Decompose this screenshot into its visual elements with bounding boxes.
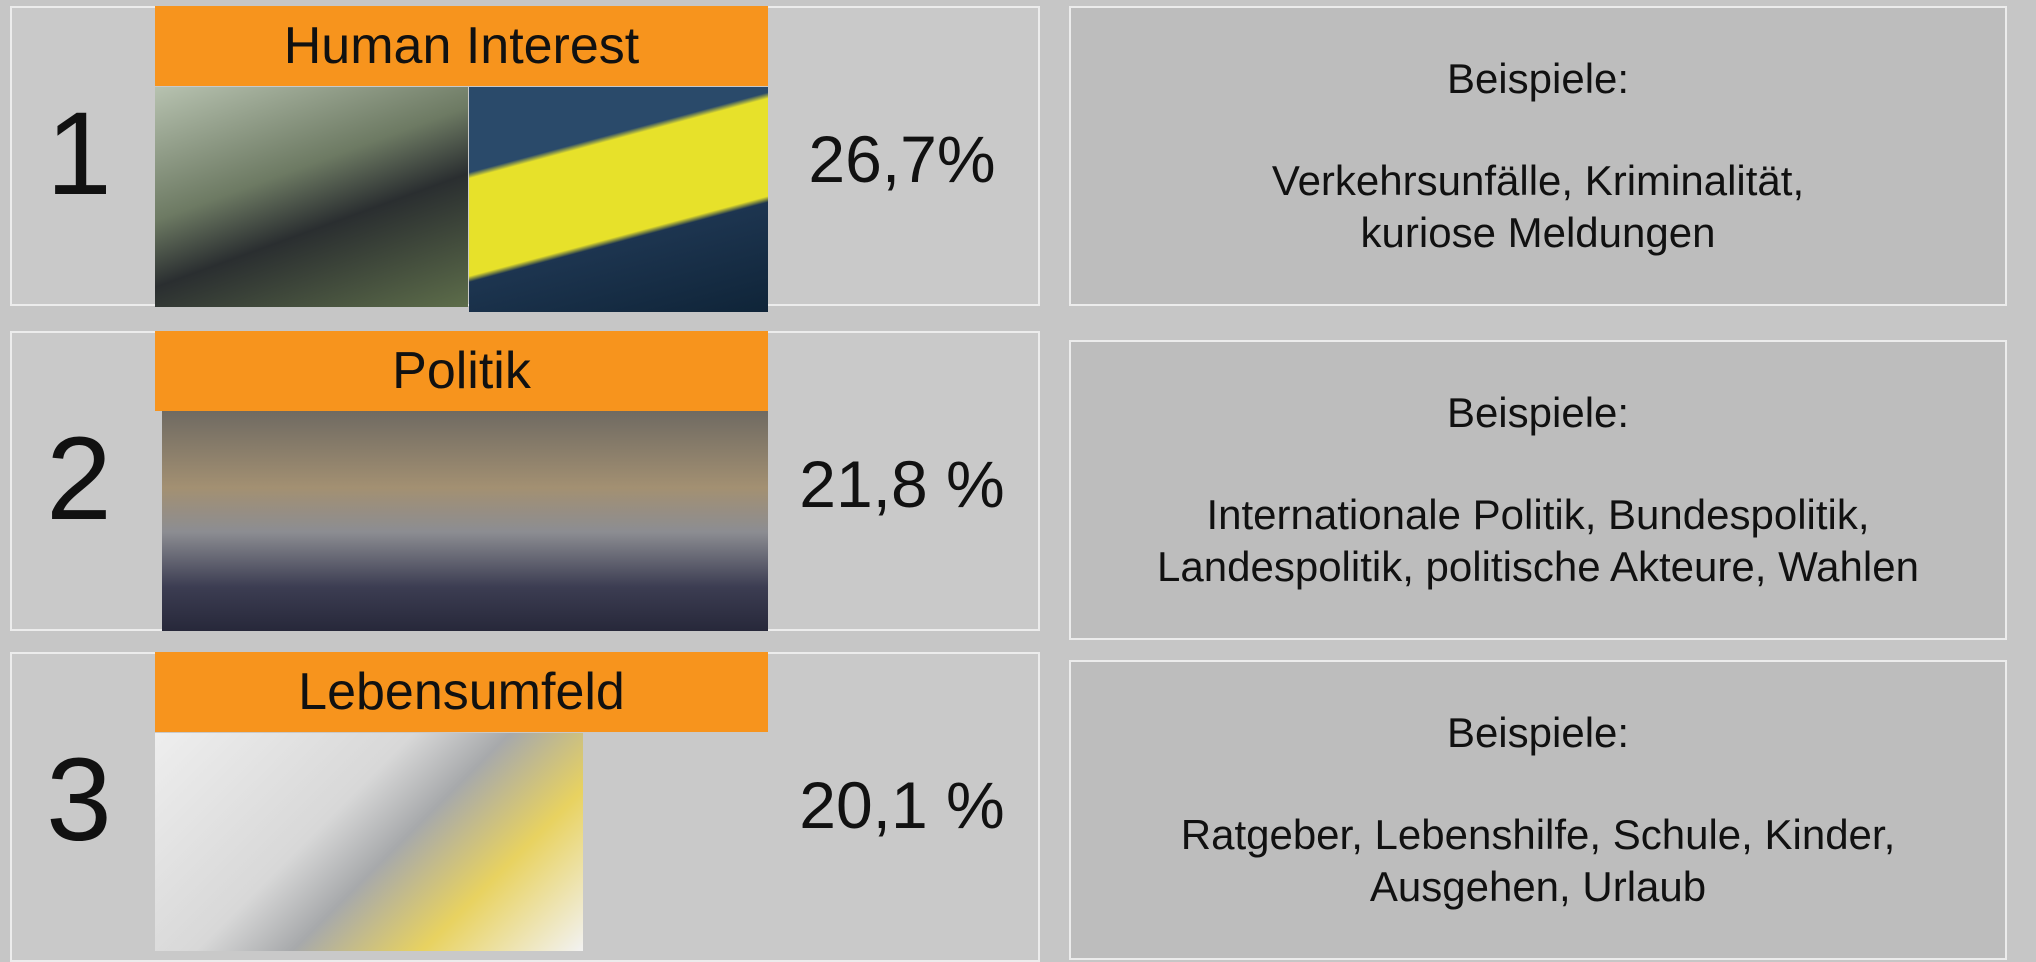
examples-line: Ratgeber, Lebenshilfe, Schule, Kinder, [1180, 811, 1896, 858]
rank-number: 1 [46, 88, 112, 220]
examples-panel: Beispiele: Internationale Politik, Bundes… [1069, 340, 2007, 640]
examples-label: Beispiele: [1446, 389, 1630, 436]
rank-number: 3 [46, 734, 112, 866]
category-title: Politik [155, 331, 768, 411]
photo [469, 87, 768, 312]
photo [155, 733, 583, 951]
rank-number: 2 [46, 413, 112, 545]
examples-line: Ausgehen, Urlaub [1369, 863, 1707, 910]
examples-line: Landespolitik, politische Akteure, Wahle… [1157, 543, 1919, 590]
share-value: 21,8 % [799, 447, 1005, 521]
photo [162, 411, 768, 631]
category-title: Human Interest [155, 6, 768, 86]
examples-panel: Beispiele: Verkehrsunfälle, Kriminalität,… [1069, 6, 2007, 306]
examples-label: Beispiele: [1446, 55, 1630, 102]
examples-line: Internationale Politik, Bundespolitik, [1206, 491, 1870, 538]
examples-label: Beispiele: [1446, 709, 1630, 756]
examples-line: Verkehrsunfälle, Kriminalität, [1271, 157, 1805, 204]
examples-line: kuriose Meldungen [1360, 209, 1716, 256]
share-value: 20,1 % [799, 768, 1005, 842]
category-title: Lebensumfeld [155, 652, 768, 732]
photo [155, 87, 468, 307]
share-value: 26,7% [808, 122, 996, 196]
examples-panel: Beispiele: Ratgeber, Lebenshilfe, Schule,… [1069, 660, 2007, 960]
